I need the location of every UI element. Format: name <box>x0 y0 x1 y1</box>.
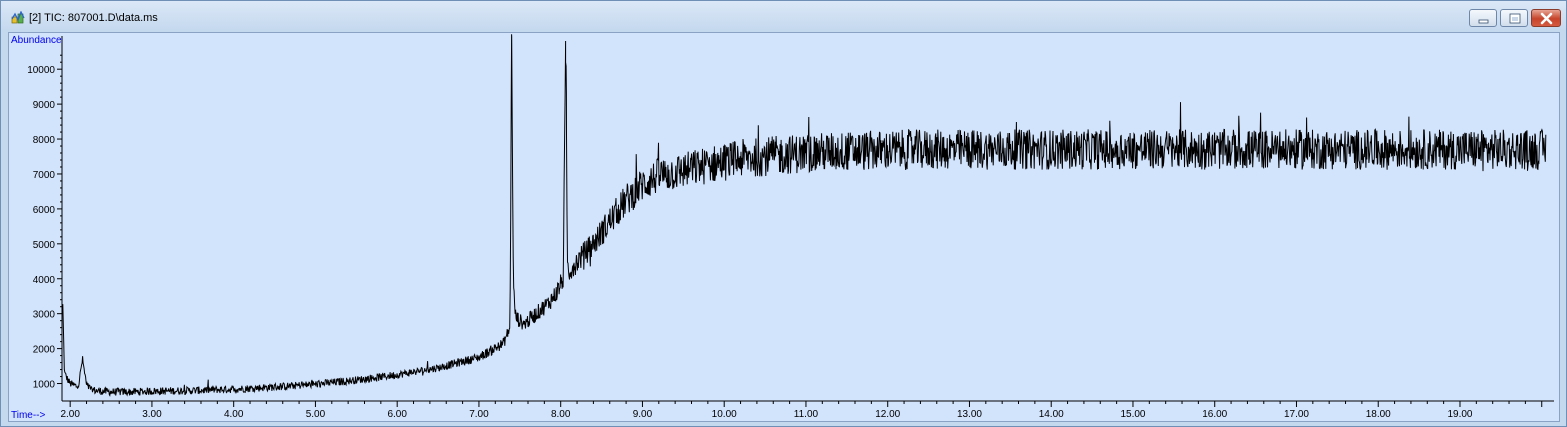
x-tick-label: 17.00 <box>1284 409 1309 420</box>
x-tick-label: 15.00 <box>1120 409 1145 420</box>
maximize-icon <box>1509 13 1521 24</box>
x-tick-label: 9.00 <box>633 409 653 420</box>
close-icon <box>1540 12 1553 25</box>
tic-chart: Abundance Time--> 1000 2000 3000 4000 5000 60… <box>11 34 1554 421</box>
y-tick-label: 8000 <box>33 135 56 146</box>
y-tick-label: 3000 <box>33 310 56 321</box>
x-tick-label: 5.00 <box>306 409 326 420</box>
minimize-icon <box>1478 19 1489 24</box>
y-ticks: 1000 2000 3000 4000 5000 6000 7000 8000 9000 1000… <box>27 54 62 391</box>
x-tick-label: 16.00 <box>1202 409 1227 420</box>
y-tick-label: 2000 <box>33 345 56 356</box>
axes <box>61 36 1554 402</box>
window-title: [2] TIC: 807001.D\data.ms <box>29 12 158 24</box>
x-axis-label: Time--> <box>11 410 46 421</box>
chromatogram-plot-area: Abundance Time--> 1000 2000 3000 4000 5000 60… <box>8 32 1560 422</box>
x-tick-label: 12.00 <box>875 409 900 420</box>
chromatogram-app-icon[interactable] <box>11 11 25 25</box>
y-tick-label: 6000 <box>33 205 56 216</box>
x-ticks: 2.00 3.00 4.00 5.00 6.00 7.00 8.00 9.00 10.00 11.… <box>60 401 1543 420</box>
x-tick-label: 6.00 <box>387 409 407 420</box>
x-tick-label: 14.00 <box>1039 409 1064 420</box>
maximize-button[interactable] <box>1500 9 1528 27</box>
title-bar[interactable]: [2] TIC: 807001.D\data.ms <box>1 1 1566 29</box>
x-tick-label: 7.00 <box>469 409 489 420</box>
y-tick-label: 9000 <box>33 100 56 111</box>
x-tick-label: 4.00 <box>224 409 244 420</box>
x-tick-label: 3.00 <box>142 409 162 420</box>
y-axis-label: Abundance <box>11 35 62 46</box>
x-tick-label: 11.00 <box>794 409 819 420</box>
x-tick-label: 2.00 <box>60 409 80 420</box>
y-tick-label: 5000 <box>33 240 56 251</box>
x-tick-label: 10.00 <box>712 409 737 420</box>
x-tick-label: 8.00 <box>551 409 571 420</box>
y-tick-label: 7000 <box>33 170 56 181</box>
y-tick-label: 10000 <box>27 65 55 76</box>
y-tick-label: 4000 <box>33 275 56 286</box>
minimize-button[interactable] <box>1469 9 1497 27</box>
x-tick-label: 13.00 <box>957 409 982 420</box>
close-button[interactable] <box>1531 9 1561 27</box>
x-tick-label: 19.00 <box>1447 409 1472 420</box>
y-tick-label: 1000 <box>33 380 56 391</box>
x-tick-label: 18.00 <box>1366 409 1391 420</box>
tic-trace <box>62 34 1547 397</box>
